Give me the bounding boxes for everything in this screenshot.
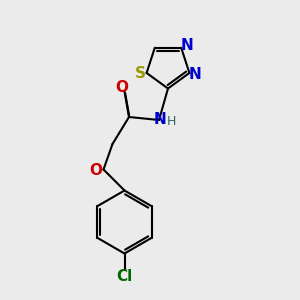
Text: H: H [167,115,176,128]
Text: O: O [89,163,103,178]
Text: O: O [116,80,129,94]
Text: S: S [134,66,146,81]
Text: Cl: Cl [116,269,133,284]
Text: N: N [180,38,193,53]
Text: N: N [189,67,202,82]
Text: N: N [153,112,166,128]
